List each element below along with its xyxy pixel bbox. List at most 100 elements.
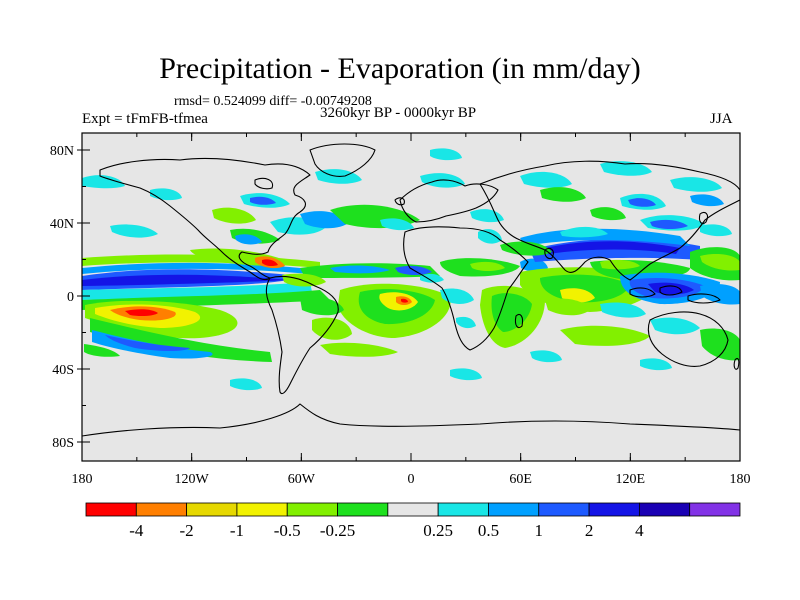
colorbar-label: -0.25 — [320, 521, 355, 540]
x-tick-label: 60E — [509, 472, 532, 487]
anomaly-region — [430, 148, 462, 161]
anomaly-region — [380, 218, 414, 231]
y-tick-label: 80N — [50, 144, 74, 159]
anomaly-region — [545, 241, 680, 254]
anomaly-region — [545, 298, 590, 316]
colorbar-swatch — [135, 502, 188, 517]
anomaly-region — [330, 265, 390, 274]
colorbar-label: -2 — [180, 521, 194, 540]
anomaly-region — [82, 274, 290, 286]
anomaly-region — [125, 309, 158, 317]
anomaly-region — [212, 207, 256, 224]
colorbar-label: 0.5 — [478, 521, 499, 540]
anomaly-region — [282, 273, 326, 287]
coastline — [687, 293, 721, 304]
anomaly-region — [300, 296, 344, 316]
colorbar-swatch — [85, 502, 137, 517]
coastline — [698, 211, 708, 225]
anomaly-region — [700, 224, 732, 237]
anomaly-region — [700, 284, 740, 305]
anomaly-region — [84, 344, 120, 357]
anomaly-region — [500, 241, 552, 256]
colorbar-label: -0.5 — [274, 521, 301, 540]
anomaly-region — [690, 194, 724, 207]
period-label: 3260kyr BP - 0000kyr BP — [320, 105, 477, 121]
coastline — [254, 177, 274, 190]
anomaly-region — [320, 342, 398, 357]
coastlines — [82, 143, 740, 437]
x-tick-label: 180 — [730, 472, 751, 487]
anomaly-region — [420, 273, 444, 283]
coastline — [479, 160, 740, 281]
anomaly-region — [82, 175, 125, 189]
colorbar-swatch — [588, 502, 640, 517]
coastline — [394, 197, 405, 206]
coastline — [99, 157, 311, 281]
anomaly-region — [530, 350, 562, 363]
map-title: Precipitation - Evaporation (in mm/day) — [159, 52, 641, 85]
anomaly-region — [600, 161, 652, 176]
anomaly-region — [235, 234, 262, 245]
x-tick-label: 0 — [408, 472, 415, 487]
coastline — [265, 275, 339, 395]
anomaly-region — [650, 317, 700, 335]
anomaly-region — [560, 226, 608, 238]
x-tick-label: 120W — [175, 472, 210, 487]
y-tick-label: 40S — [52, 363, 74, 378]
anomaly-region — [560, 288, 595, 303]
anomaly-region — [478, 229, 502, 244]
coastline — [82, 403, 740, 437]
colorbar: -4 -2 -1 -0.5 -0.25 0.25 0.5 1 2 4 — [85, 502, 741, 540]
anomaly-region — [700, 254, 740, 271]
colorbar-swatch — [236, 502, 288, 517]
anomaly-region — [82, 262, 320, 275]
anomaly-region — [450, 368, 482, 381]
colorbar-swatch — [387, 502, 439, 517]
coastline — [733, 357, 740, 370]
anomaly-region — [520, 171, 572, 188]
anomaly-field — [82, 148, 740, 391]
anomaly-region — [600, 259, 640, 270]
anomaly-region — [105, 335, 190, 351]
anomaly-region — [110, 224, 158, 238]
coastline — [309, 143, 376, 177]
axis-layer: 80N 40N 0 40S 80S 180 120W 60W 0 60E 120E 180 — [50, 133, 751, 487]
anomaly-region — [600, 302, 646, 318]
y-tick-label: 0 — [67, 290, 74, 305]
colorbar-swatch — [337, 502, 389, 517]
anomaly-region — [628, 198, 656, 207]
anomaly-region — [491, 293, 532, 332]
anomaly-region — [90, 318, 272, 362]
y-tick-label: 80S — [52, 436, 74, 451]
colorbar-label: 2 — [585, 521, 594, 540]
anomaly-region — [456, 316, 476, 329]
colorbar-label: -4 — [129, 521, 144, 540]
anomaly-region — [670, 177, 722, 192]
y-tick-label: 40N — [50, 217, 74, 232]
anomaly-region — [230, 378, 262, 391]
coastline — [647, 311, 729, 367]
coastline — [629, 287, 656, 298]
colorbar-label: 0.25 — [423, 521, 453, 540]
colorbar-swatch — [186, 502, 238, 517]
anomaly-region — [650, 219, 688, 229]
colorbar-swatch — [638, 502, 691, 517]
x-tick-label: 120E — [616, 472, 646, 487]
coastline — [544, 247, 554, 260]
coastline — [659, 285, 683, 296]
anomaly-region — [82, 282, 312, 300]
colorbar-label: 4 — [635, 521, 644, 540]
season-label: JJA — [710, 111, 733, 127]
anomaly-region — [560, 325, 650, 346]
anomaly-region — [470, 209, 504, 223]
colorbar-label: -1 — [230, 521, 244, 540]
anomaly-region — [520, 258, 548, 272]
colorbar-swatch — [538, 502, 590, 517]
coastline — [514, 313, 524, 329]
colorbar-label: 1 — [535, 521, 544, 540]
x-tick-label: 180 — [72, 472, 93, 487]
colorbar-swatch — [437, 502, 489, 517]
statistics-text: rmsd= 0.524099 diff= -0.00749208 — [174, 94, 372, 109]
colorbar-swatch — [689, 502, 741, 517]
